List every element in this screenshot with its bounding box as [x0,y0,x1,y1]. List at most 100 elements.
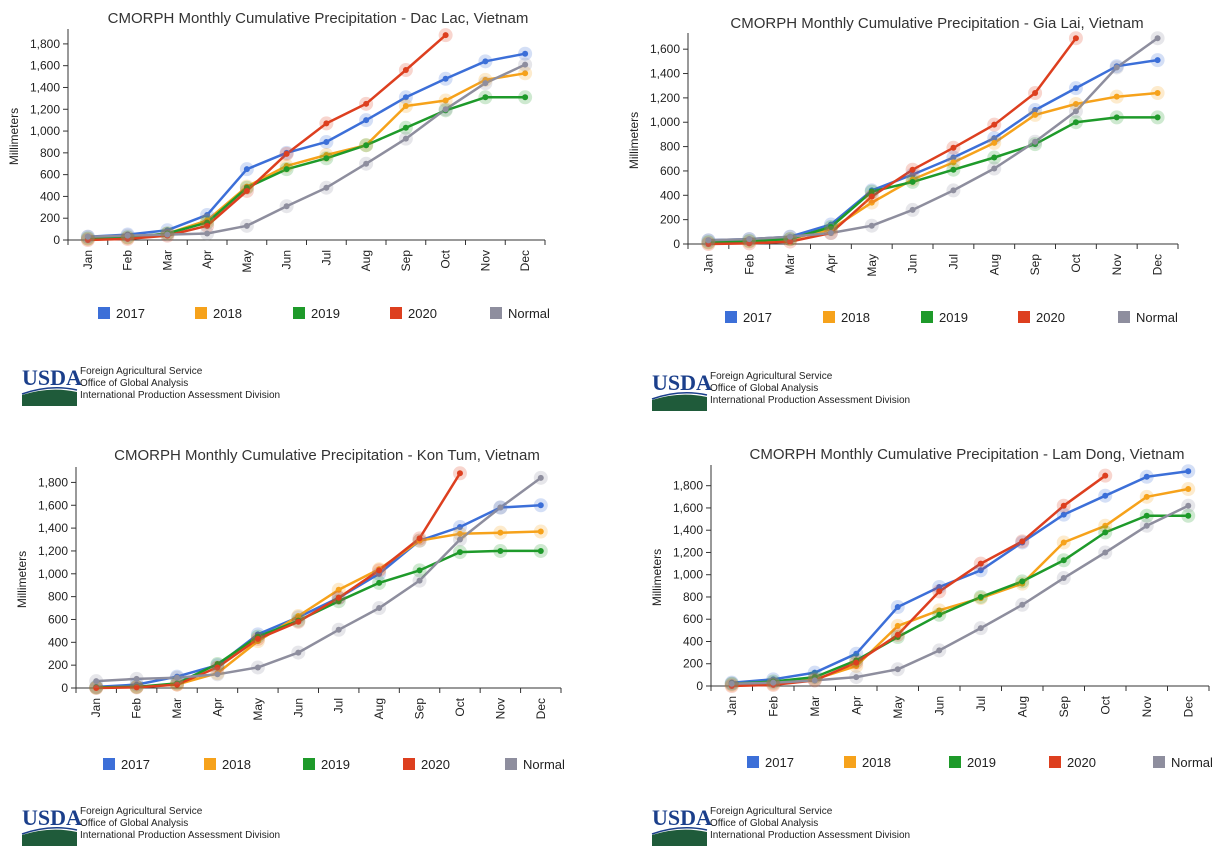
data-point-2018[interactable] [493,525,508,540]
data-point-normal[interactable] [372,601,387,616]
data-point-2017[interactable] [200,207,215,222]
data-point-2020[interactable] [359,96,374,111]
data-point-2020[interactable] [946,140,961,155]
data-point-normal[interactable] [89,674,104,689]
data-point-normal[interactable] [170,670,185,685]
data-point-2017[interactable] [319,134,334,149]
data-point-normal[interactable] [398,131,413,146]
data-point-normal[interactable] [946,183,961,198]
data-point-2020[interactable] [1056,498,1071,513]
data-point-2017[interactable] [478,54,493,69]
data-point-2019[interactable] [946,162,961,177]
data-point-normal[interactable] [905,202,920,217]
data-point-2020[interactable] [89,681,104,695]
legend-item-2017[interactable]: 2017 [725,310,772,325]
data-point-2020[interactable] [742,236,757,251]
data-point-2017[interactable] [438,71,453,86]
data-point-2017[interactable] [1139,469,1154,484]
data-point-normal[interactable] [1139,518,1154,533]
data-point-normal[interactable] [331,622,346,637]
data-point-2019[interactable] [987,150,1002,165]
data-point-2017[interactable] [973,563,988,578]
data-point-normal[interactable] [864,218,879,233]
data-point-2017[interactable] [518,46,533,61]
data-point-2018[interactable] [331,582,346,597]
data-point-normal[interactable] [80,229,95,244]
data-point-2018[interactable] [987,135,1002,150]
data-point-normal[interactable] [1181,498,1196,513]
data-point-normal[interactable] [1028,134,1043,149]
data-point-normal[interactable] [160,227,175,242]
data-point-2018[interactable] [1181,482,1196,497]
data-point-normal[interactable] [129,671,144,686]
data-point-normal[interactable] [807,673,822,688]
data-point-normal[interactable] [823,226,838,241]
data-point-2019[interactable] [864,184,879,199]
legend-item-2019[interactable]: 2019 [303,757,350,772]
data-point-2018[interactable] [291,609,306,624]
data-point-2018[interactable] [1098,518,1113,533]
data-point-2019[interactable] [533,543,548,558]
legend-item-2019[interactable]: 2019 [921,310,968,325]
data-point-normal[interactable] [1109,60,1124,75]
data-point-2019[interactable] [319,151,334,166]
data-point-2019[interactable] [973,589,988,604]
legend-item-2018[interactable]: 2018 [823,310,870,325]
data-point-2020[interactable] [987,117,1002,132]
data-point-2018[interactable] [452,526,467,541]
data-point-normal[interactable] [1068,104,1083,119]
data-point-2017[interactable] [1056,507,1071,522]
data-point-2020[interactable] [291,614,306,629]
data-point-2019[interactable] [493,543,508,558]
data-point-normal[interactable] [973,621,988,636]
legend-item-2019[interactable]: 2019 [293,306,340,321]
data-point-normal[interactable] [701,233,716,248]
data-point-normal[interactable] [1015,597,1030,612]
data-point-2017[interactable] [1068,81,1083,96]
data-point-2020[interactable] [864,189,879,204]
data-point-2020[interactable] [438,28,453,43]
data-point-2020[interactable] [279,146,294,161]
data-point-2019[interactable] [518,90,533,105]
data-point-2018[interactable] [1139,489,1154,504]
data-point-2020[interactable] [973,556,988,571]
data-point-normal[interactable] [438,102,453,117]
legend-item-2020[interactable]: 2020 [403,757,450,772]
data-point-normal[interactable] [493,500,508,515]
data-point-2018[interactable] [890,618,905,633]
data-point-normal[interactable] [200,226,215,241]
data-point-2018[interactable] [438,93,453,108]
data-point-2020[interactable] [250,631,265,646]
data-point-2019[interactable] [1015,574,1030,589]
data-point-normal[interactable] [279,199,294,214]
data-point-2017[interactable] [890,599,905,614]
legend-item-normal[interactable]: Normal [490,306,550,321]
data-point-normal[interactable] [766,675,781,690]
data-point-normal[interactable] [239,218,254,233]
data-point-2020[interactable] [890,627,905,642]
data-point-2020[interactable] [783,234,798,249]
data-point-normal[interactable] [533,470,548,485]
legend-item-2020[interactable]: 2020 [1018,310,1065,325]
data-point-normal[interactable] [849,670,864,685]
data-point-2017[interactable] [932,579,947,594]
data-point-2018[interactable] [932,603,947,618]
legend-item-2018[interactable]: 2018 [844,755,891,770]
data-point-2020[interactable] [210,660,225,675]
data-point-normal[interactable] [783,229,798,244]
data-point-2019[interactable] [1181,508,1196,523]
data-point-normal[interactable] [987,161,1002,176]
data-point-2017[interactable] [1181,464,1196,479]
data-point-2019[interactable] [1056,553,1071,568]
legend-item-normal[interactable]: Normal [505,757,565,772]
data-point-2018[interactable] [864,195,879,210]
data-point-2019[interactable] [905,174,920,189]
data-point-normal[interactable] [478,76,493,91]
legend-item-normal[interactable]: Normal [1118,310,1178,325]
data-point-2020[interactable] [239,183,254,198]
data-point-2018[interactable] [518,66,533,81]
data-point-2017[interactable] [905,167,920,182]
data-point-normal[interactable] [319,180,334,195]
data-point-2020[interactable] [1028,86,1043,101]
data-point-2019[interactable] [478,90,493,105]
